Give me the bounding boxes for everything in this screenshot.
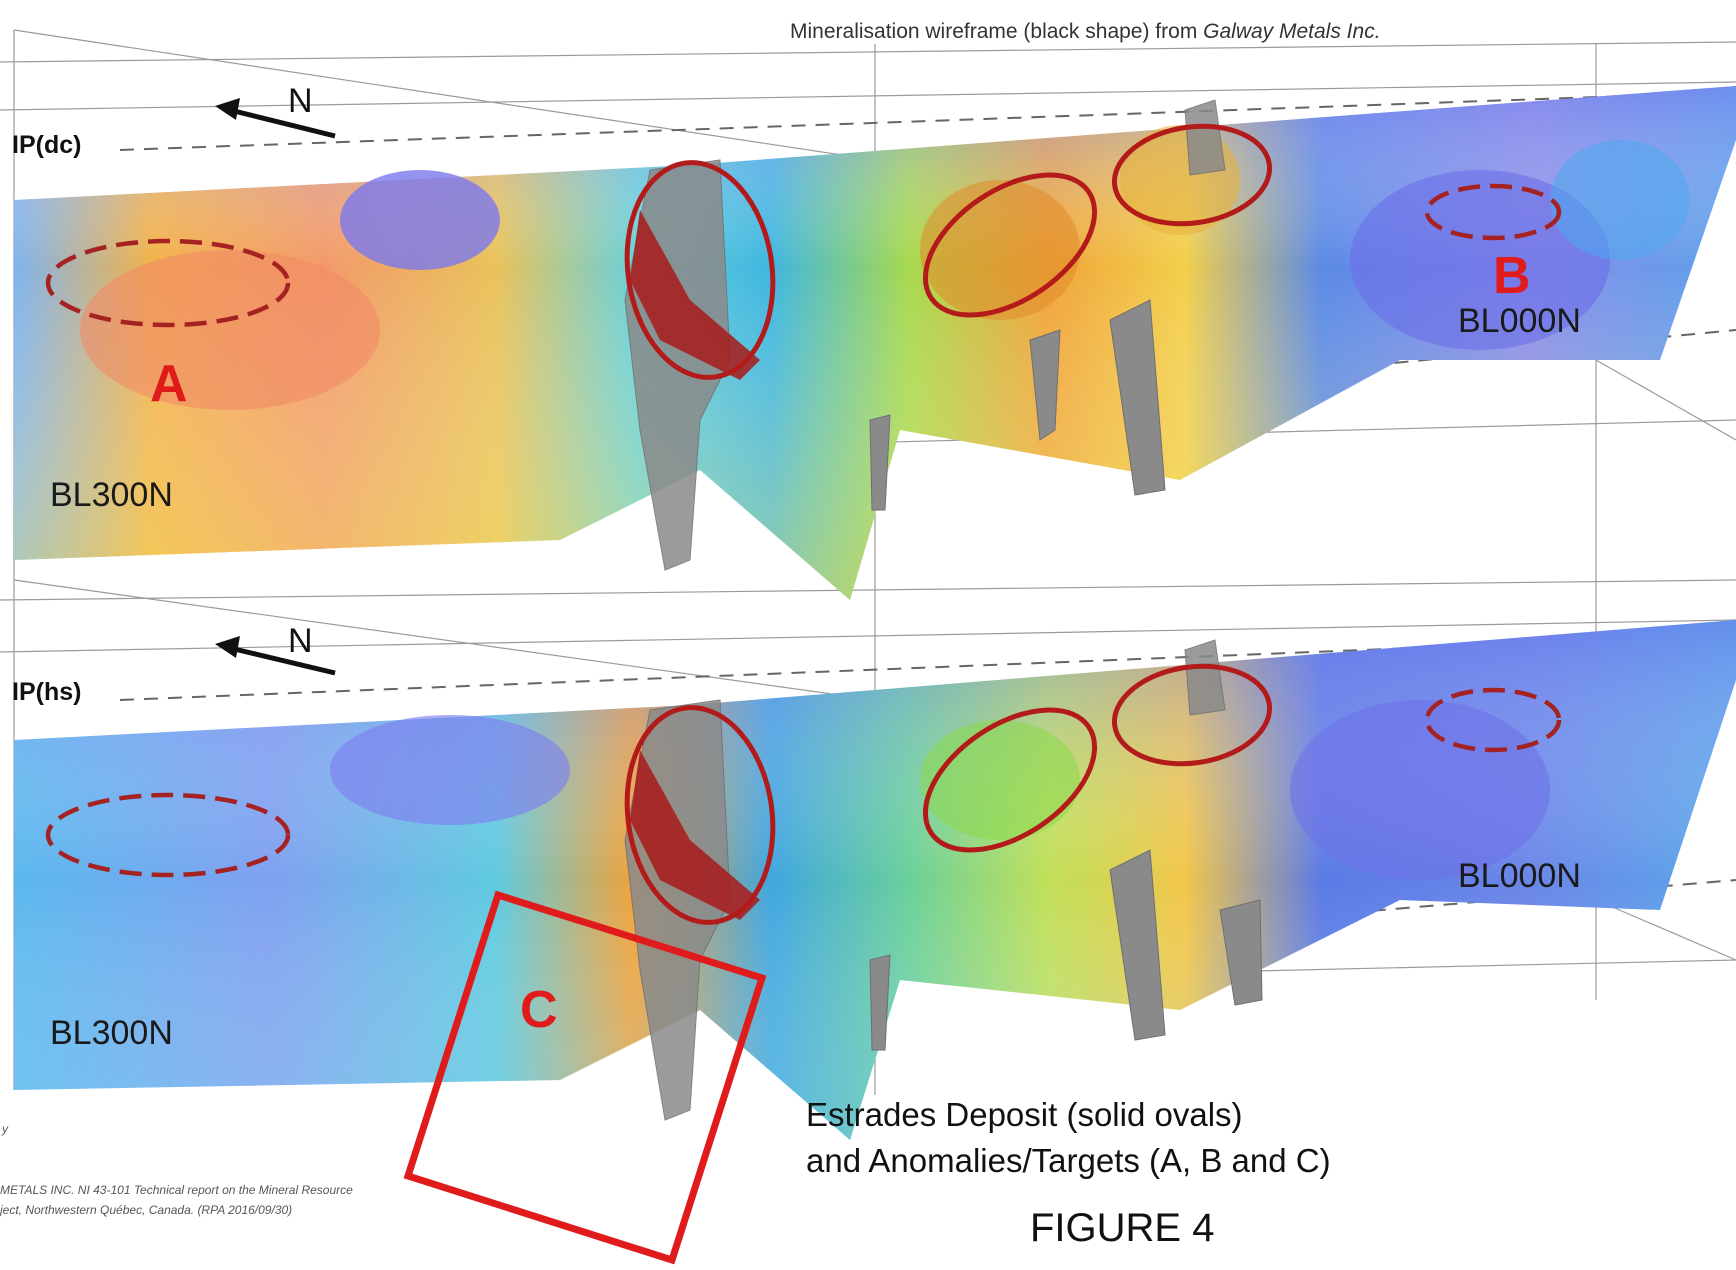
- deposit-oval-dc-1: [624, 160, 776, 380]
- line-label-bl000n-hs: BL000N: [1458, 857, 1581, 895]
- reference-line-1: METALS INC. NI 43-101 Technical report o…: [0, 1183, 353, 1197]
- legend-line-1: Estrades Deposit (solid ovals): [806, 1096, 1243, 1133]
- anomaly-a-hs: [45, 792, 291, 878]
- anomaly-b-hs: [1424, 687, 1562, 753]
- target-c-label: C: [520, 981, 558, 1039]
- reference-line-2: ject, Northwestern Québec, Canada. (RPA …: [0, 1203, 293, 1217]
- line-label-bl300n-hs: BL300N: [50, 1014, 173, 1052]
- panel-label-ip-hs: IP(hs): [12, 678, 82, 706]
- north-arrow-dc: [215, 98, 336, 139]
- anomaly-b-dc: [1424, 183, 1562, 241]
- ip-dc-section: [14, 86, 1736, 600]
- reference-fragment: y: [2, 1122, 8, 1136]
- deposit-oval-hs-2: [922, 707, 1098, 853]
- deposit-oval-dc-3: [1111, 123, 1273, 227]
- deposit-oval-dc-2: [922, 172, 1098, 318]
- ip-hs-section: [14, 620, 1736, 1140]
- deposit-highgrade: [630, 210, 760, 920]
- target-a-label: A: [150, 355, 188, 413]
- wireframe-caption: Mineralisation wireframe (black shape) f…: [790, 20, 1381, 44]
- north-label-hs: N: [288, 622, 313, 660]
- panel-label-ip-dc: IP(dc): [12, 131, 82, 159]
- north-arrow-hs: [215, 636, 336, 676]
- line-label-bl300n-dc: BL300N: [50, 476, 173, 514]
- figure-label: FIGURE 4: [1030, 1206, 1215, 1250]
- caption-prefix: Mineralisation wireframe (black shape) f…: [790, 20, 1204, 43]
- deposit-oval-hs-3: [1111, 663, 1273, 767]
- target-b-label: B: [1493, 247, 1531, 305]
- legend-line-2: and Anomalies/Targets (A, B and C): [806, 1142, 1331, 1179]
- line-label-bl000n-dc: BL000N: [1458, 302, 1581, 340]
- anomaly-ovals: [45, 183, 1562, 878]
- caption-company: Galway Metals Inc.: [1203, 20, 1381, 43]
- anomaly-a-dc: [45, 238, 291, 328]
- north-label-dc: N: [288, 82, 313, 120]
- deposit-oval-hs-1: [624, 705, 776, 925]
- deposit-ovals: [624, 123, 1273, 925]
- target-c-box: [403, 890, 767, 1265]
